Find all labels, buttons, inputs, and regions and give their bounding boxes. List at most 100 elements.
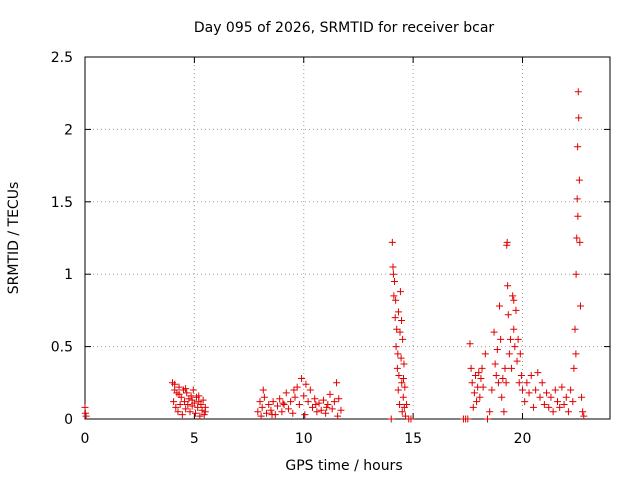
x-tick-label: 10 [295, 431, 313, 447]
data-point [295, 401, 303, 409]
data-point [407, 415, 415, 423]
x-tick-label: 15 [404, 431, 422, 447]
y-axis-label: SRMTID / TECUs [6, 182, 22, 295]
data-point [394, 308, 402, 316]
data-point [505, 350, 513, 358]
data-point [578, 393, 586, 401]
data-point [194, 403, 202, 411]
data-point [508, 364, 516, 372]
data-point [197, 401, 205, 409]
data-point [188, 396, 196, 404]
data-point [579, 408, 587, 416]
data-point [263, 409, 271, 417]
data-point [82, 412, 90, 420]
x-tick-label: 0 [81, 431, 90, 447]
data-point [521, 398, 529, 406]
data-point [335, 395, 343, 403]
data-point [337, 406, 345, 414]
data-point [479, 383, 487, 391]
data-point [543, 389, 551, 397]
data-point [468, 379, 476, 387]
data-point [309, 403, 316, 411]
data-point [547, 393, 555, 401]
y-tick-label: 2 [64, 122, 73, 138]
data-point [302, 380, 310, 388]
data-point [503, 241, 511, 249]
data-point [326, 390, 334, 398]
y-tick-label: 0.5 [51, 340, 73, 356]
data-point [390, 292, 398, 300]
data-point [269, 398, 277, 406]
data-point [545, 403, 553, 411]
data-point [171, 380, 179, 388]
data-point [399, 393, 407, 401]
x-tick-label: 5 [190, 431, 199, 447]
data-point [186, 408, 194, 416]
data-point [510, 296, 518, 304]
data-point [562, 393, 570, 401]
y-tick-label: 1.5 [51, 195, 73, 211]
data-point [478, 364, 486, 372]
data-point [170, 398, 178, 406]
data-point [506, 335, 514, 343]
data-point [258, 403, 266, 411]
data-point [196, 412, 204, 420]
data-point [276, 395, 284, 403]
data-point [491, 360, 499, 368]
data-point [470, 389, 478, 397]
data-point [564, 408, 572, 416]
data-point [514, 335, 522, 343]
data-point [265, 401, 273, 409]
data-point [293, 383, 301, 391]
data-point [267, 406, 275, 414]
data-point [198, 406, 206, 414]
data-point [393, 325, 401, 333]
data-point [558, 383, 566, 391]
data-point [319, 396, 327, 404]
data-point [511, 343, 519, 351]
data-point [571, 325, 579, 333]
data-point [394, 386, 402, 394]
data-point [317, 406, 325, 414]
data-point [172, 403, 180, 411]
data-point [268, 411, 276, 419]
data-point [471, 372, 479, 380]
data-point [333, 379, 341, 387]
data-point [490, 328, 498, 336]
data-point [394, 350, 402, 358]
data-point [175, 390, 183, 398]
data-point [328, 405, 336, 413]
data-point [534, 369, 542, 377]
y-tick-label: 0 [64, 412, 73, 428]
data-point [469, 403, 477, 411]
data-point [538, 379, 546, 387]
data-point [279, 399, 287, 407]
data-point [403, 401, 411, 409]
data-point [389, 263, 397, 271]
data-point [560, 401, 568, 409]
data-point [515, 379, 523, 387]
data-point [392, 296, 400, 304]
data-point [284, 405, 292, 413]
y-tick-labels: 0 0.5 1 1.5 2 2.5 [51, 50, 73, 428]
x-tick-label: 20 [514, 431, 532, 447]
data-point [540, 401, 548, 409]
data-point [492, 372, 500, 380]
data-point [486, 408, 494, 416]
data-point [395, 372, 403, 380]
data-point [183, 389, 191, 397]
data-point [575, 114, 583, 122]
data-point [473, 398, 481, 406]
data-point [282, 389, 290, 397]
data-point [191, 409, 199, 417]
data-point [466, 340, 474, 348]
data-point [324, 401, 332, 409]
data-point [200, 411, 208, 419]
data-point [389, 270, 397, 278]
data-point [323, 403, 331, 411]
data-point [467, 364, 475, 372]
data-point [306, 386, 314, 394]
data-point [512, 306, 520, 314]
data-point [500, 408, 508, 416]
data-point [301, 411, 309, 419]
